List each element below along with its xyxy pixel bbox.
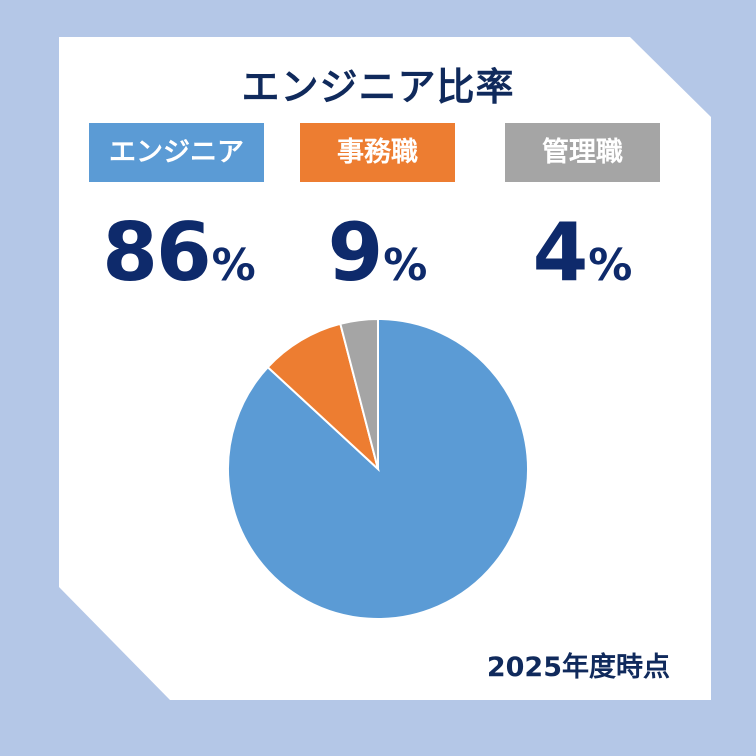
percent-office-value: 9	[327, 206, 384, 299]
percent-engineer-unit: %	[211, 240, 256, 291]
date-note: 2025年度時点	[486, 652, 670, 683]
legend-label-management: 管理職	[505, 123, 660, 182]
percent-office: 9%	[300, 206, 455, 299]
pie-slice-office	[266, 322, 380, 473]
pie-slice-management	[339, 317, 379, 470]
percent-management: 4%	[505, 206, 660, 299]
legend-label-engineer: エンジニア	[89, 123, 264, 182]
percent-engineer-value: 86	[102, 206, 211, 299]
chart-title: エンジニア比率	[241, 65, 515, 109]
percent-office-unit: %	[383, 240, 428, 291]
legend-label-office: 事務職	[300, 123, 455, 182]
percent-engineer: 86%	[89, 206, 269, 299]
pie-chart	[227, 317, 529, 620]
percent-management-value: 4	[532, 206, 589, 299]
pie-slice-engineer	[227, 317, 529, 620]
percent-management-unit: %	[588, 240, 633, 291]
